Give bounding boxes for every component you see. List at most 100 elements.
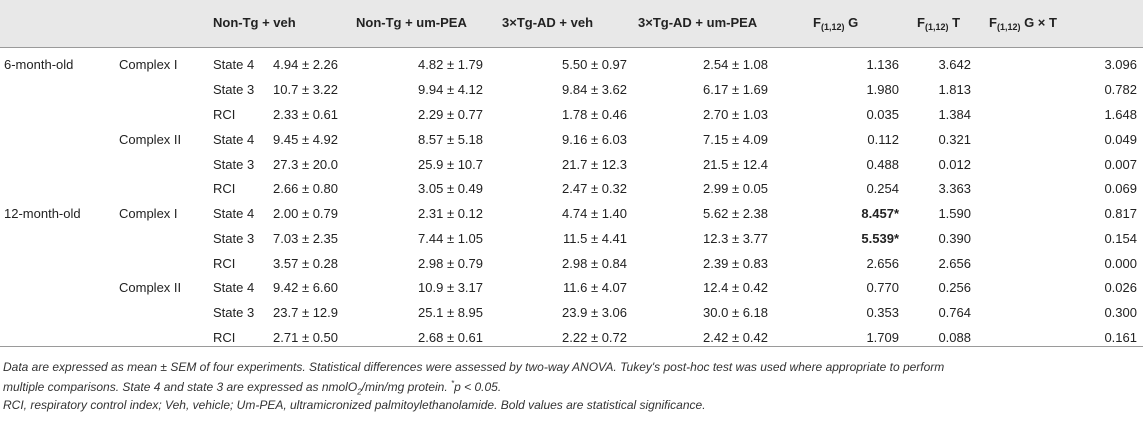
f-t-cell: 1.813 <box>938 82 971 97</box>
f-gxt-sub: (1,12) <box>996 22 1021 32</box>
non-tg-um-pea-cell: 2.98 ± 0.79 <box>418 256 483 271</box>
non-tg-veh-cell: 2.66 ± 0.80 <box>273 181 338 196</box>
col-header-non-tg-veh: Non-Tg + veh <box>213 15 296 30</box>
non-tg-um-pea-cell: 25.9 ± 10.7 <box>418 157 483 172</box>
col-header-3xtg-veh: 3×Tg-AD + veh <box>502 15 594 30</box>
f-gxt-cell: 0.049 <box>1104 132 1137 147</box>
non-tg-veh-cell: 9.42 ± 6.60 <box>273 280 338 295</box>
state-cell: RCI <box>213 107 236 122</box>
f-g-cell: 1.980 <box>866 82 899 97</box>
f-g-sub: (1,12) <box>820 22 845 32</box>
3xtg-um-pea-cell: 12.4 ± 0.42 <box>703 280 768 295</box>
f-gxt-cell: 3.096 <box>1104 57 1137 72</box>
f-gxt-cell: 0.300 <box>1104 305 1137 320</box>
3xtg-um-pea-cell: 12.3 ± 3.77 <box>703 231 768 246</box>
non-tg-um-pea-cell: 9.94 ± 4.12 <box>418 82 483 97</box>
f-t-sub: (1,12) <box>924 22 949 32</box>
col-header-3xtg-um-pea: 3×Tg-AD + um-PEA <box>638 15 758 30</box>
f-gxt-cell: 0.000 <box>1104 256 1137 271</box>
f-t-cell: 1.384 <box>938 107 971 122</box>
f-gxt-cell: 0.026 <box>1104 280 1137 295</box>
footnote-line-2: multiple comparisons. State 4 and state … <box>3 376 501 400</box>
footnote-line-1: Data are expressed as mean ± SEM of four… <box>3 360 945 374</box>
non-tg-veh-cell: 23.7 ± 12.9 <box>273 305 338 320</box>
3xtg-um-pea-cell: 7.15 ± 4.09 <box>703 132 768 147</box>
state-cell: State 4 <box>213 280 255 295</box>
3xtg-veh-cell: 2.47 ± 0.32 <box>562 181 627 196</box>
f-g-cell: 8.457* <box>861 206 899 221</box>
state-cell: RCI <box>213 256 236 271</box>
3xtg-um-pea-cell: 30.0 ± 6.18 <box>703 305 768 320</box>
f-g-cell: 0.488 <box>866 157 899 172</box>
f-g-cell: 0.254 <box>866 181 899 196</box>
f-gxt-cell: 0.007 <box>1104 157 1137 172</box>
3xtg-um-pea-cell: 6.17 ± 1.69 <box>703 82 768 97</box>
f-t-cell: 0.321 <box>938 132 971 147</box>
state-cell: State 3 <box>213 157 255 172</box>
complex-cell: Complex I <box>119 206 178 221</box>
f-g-cell: 1.709 <box>866 330 899 345</box>
f-g-main: F <box>813 15 821 30</box>
state-cell: RCI <box>213 181 236 196</box>
state-cell: State 3 <box>213 82 255 97</box>
non-tg-veh-cell: 7.03 ± 2.35 <box>273 231 338 246</box>
footnote-line-3: RCI, respiratory control index; Veh, veh… <box>3 398 706 412</box>
3xtg-um-pea-cell: 2.42 ± 0.42 <box>703 330 768 345</box>
3xtg-veh-cell: 11.5 ± 4.41 <box>563 231 627 246</box>
col-header-non-tg-um-pea: Non-Tg + um-PEA <box>356 15 467 30</box>
f-gxt-cell: 1.648 <box>1104 107 1137 122</box>
f-t-cell: 0.012 <box>938 157 971 172</box>
age-cell: 12-month-old <box>4 206 81 221</box>
f-g-tail: G <box>844 15 859 30</box>
col-header-f-t: F(1,12) T <box>917 15 960 35</box>
f-gxt-tail: G × T <box>1020 15 1057 30</box>
bottom-rule <box>0 346 1143 347</box>
f-g-cell: 2.656 <box>866 256 899 271</box>
state-cell: State 4 <box>213 132 255 147</box>
non-tg-um-pea-cell: 8.57 ± 5.18 <box>418 132 483 147</box>
col-header-f-gxt: F(1,12) G × T <box>989 15 1057 35</box>
non-tg-um-pea-cell: 10.9 ± 3.17 <box>418 280 483 295</box>
3xtg-um-pea-cell: 2.70 ± 1.03 <box>703 107 768 122</box>
non-tg-veh-cell: 9.45 ± 4.92 <box>273 132 338 147</box>
non-tg-veh-cell: 2.71 ± 0.50 <box>273 330 338 345</box>
header-background <box>0 0 1143 47</box>
3xtg-um-pea-cell: 2.39 ± 0.83 <box>703 256 768 271</box>
non-tg-veh-cell: 3.57 ± 0.28 <box>273 256 338 271</box>
non-tg-veh-cell: 10.7 ± 3.22 <box>273 82 338 97</box>
header-rule <box>0 47 1143 48</box>
footnote-2-sup: * <box>451 379 455 388</box>
3xtg-um-pea-cell: 2.99 ± 0.05 <box>703 181 768 196</box>
3xtg-veh-cell: 11.6 ± 4.07 <box>563 280 627 295</box>
3xtg-veh-cell: 2.98 ± 0.84 <box>562 256 627 271</box>
complex-cell: Complex II <box>119 132 182 147</box>
f-t-cell: 1.590 <box>938 206 971 221</box>
3xtg-veh-cell: 5.50 ± 0.97 <box>562 57 627 72</box>
f-g-cell: 0.770 <box>866 280 899 295</box>
3xtg-veh-cell: 2.22 ± 0.72 <box>562 330 627 345</box>
3xtg-um-pea-cell: 21.5 ± 12.4 <box>703 157 768 172</box>
state-cell: State 4 <box>213 57 255 72</box>
state-cell: State 3 <box>213 305 255 320</box>
complex-cell: Complex II <box>119 280 182 295</box>
3xtg-um-pea-cell: 5.62 ± 2.38 <box>703 206 768 221</box>
non-tg-um-pea-cell: 2.29 ± 0.77 <box>418 107 483 122</box>
footnote-2b: /min/mg protein. <box>361 380 452 394</box>
f-gxt-cell: 0.069 <box>1104 181 1137 196</box>
f-gxt-cell: 0.817 <box>1104 206 1137 221</box>
f-t-main: F <box>917 15 925 30</box>
f-t-cell: 0.390 <box>938 231 971 246</box>
age-cell: 6-month-old <box>4 57 74 72</box>
non-tg-um-pea-cell: 7.44 ± 1.05 <box>418 231 483 246</box>
f-t-cell: 3.642 <box>938 57 971 72</box>
3xtg-veh-cell: 9.16 ± 6.03 <box>562 132 627 147</box>
3xtg-veh-cell: 21.7 ± 12.3 <box>562 157 627 172</box>
f-g-cell: 0.353 <box>866 305 899 320</box>
f-g-cell: 0.112 <box>867 132 899 147</box>
3xtg-veh-cell: 23.9 ± 3.06 <box>562 305 627 320</box>
3xtg-veh-cell: 1.78 ± 0.46 <box>562 107 627 122</box>
complex-cell: Complex I <box>119 57 178 72</box>
3xtg-um-pea-cell: 2.54 ± 1.08 <box>703 57 768 72</box>
non-tg-um-pea-cell: 4.82 ± 1.79 <box>418 57 483 72</box>
